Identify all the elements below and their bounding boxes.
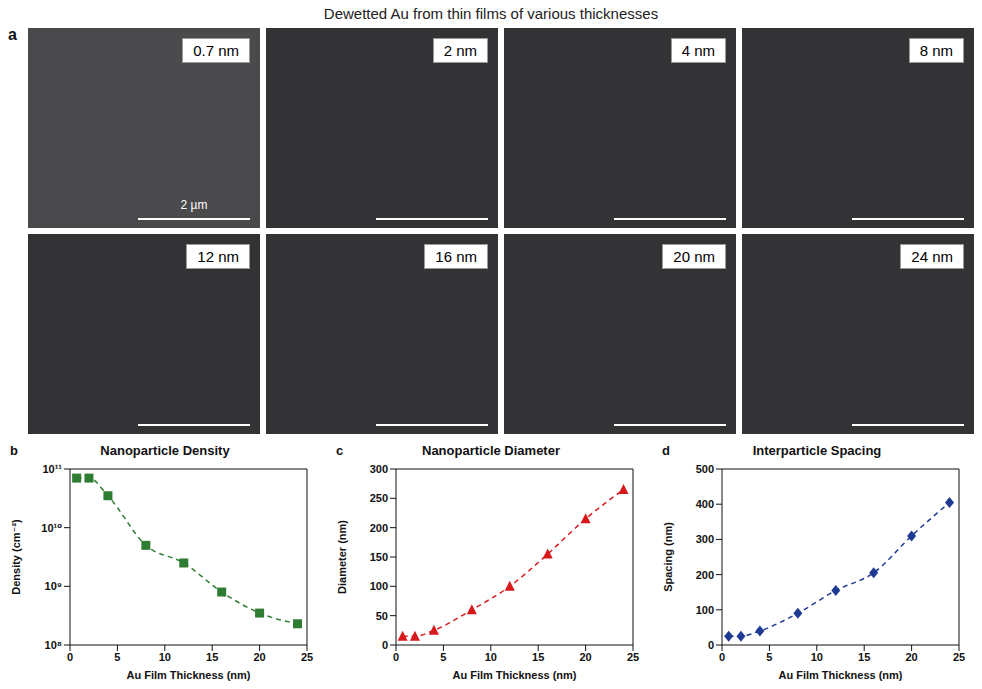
svg-text:5: 5 bbox=[440, 651, 446, 663]
html-text:4 nm: 4 nm bbox=[681, 42, 715, 59]
svg-text:15: 15 bbox=[532, 651, 544, 663]
svg-text:10⁹: 10⁹ bbox=[45, 580, 62, 592]
svg-text:15: 15 bbox=[858, 651, 870, 663]
svg-text:0: 0 bbox=[382, 639, 388, 651]
html-text:12 nm: 12 nm bbox=[197, 248, 239, 265]
svg-text:Au Film Thickness (nm): Au Film Thickness (nm) bbox=[778, 669, 902, 681]
svg-text:15: 15 bbox=[206, 651, 218, 663]
svg-text:200: 200 bbox=[370, 522, 388, 534]
svg-text:5: 5 bbox=[114, 651, 120, 663]
svg-text:20: 20 bbox=[905, 651, 917, 663]
svg-text:5: 5 bbox=[766, 651, 772, 663]
svg-text:20: 20 bbox=[579, 651, 591, 663]
html-text:d: d bbox=[662, 443, 670, 458]
svg-text:25: 25 bbox=[627, 651, 639, 663]
html-text:20 nm: 20 nm bbox=[673, 248, 715, 265]
svg-text:10¹⁰: 10¹⁰ bbox=[41, 522, 62, 534]
html-text:Nanoparticle Diameter: Nanoparticle Diameter bbox=[422, 443, 560, 458]
svg-text:25: 25 bbox=[301, 651, 313, 663]
svg-text:25: 25 bbox=[953, 651, 965, 663]
svg-text:Spacing (nm): Spacing (nm) bbox=[662, 522, 674, 592]
html-text:Interparticle Spacing: Interparticle Spacing bbox=[752, 443, 882, 458]
html-text:Nanoparticle Density: Nanoparticle Density bbox=[100, 443, 230, 458]
svg-text:10¹¹: 10¹¹ bbox=[42, 463, 62, 475]
svg-text:200: 200 bbox=[696, 569, 714, 581]
svg-text:0: 0 bbox=[67, 651, 73, 663]
html-text:b: b bbox=[10, 443, 18, 458]
svg-text:10⁸: 10⁸ bbox=[45, 639, 62, 651]
svg-text:Au Film Thickness (nm): Au Film Thickness (nm) bbox=[452, 669, 576, 681]
svg-text:Au Film Thickness (nm): Au Film Thickness (nm) bbox=[126, 669, 250, 681]
svg-text:Density (cm⁻²): Density (cm⁻²) bbox=[10, 519, 22, 595]
svg-text:300: 300 bbox=[696, 533, 714, 545]
html-text:0.7 nm: 0.7 nm bbox=[193, 42, 239, 59]
svg-text:150: 150 bbox=[370, 551, 388, 563]
svg-text:Diameter (nm): Diameter (nm) bbox=[336, 520, 348, 594]
svg-text:10: 10 bbox=[485, 651, 497, 663]
svg-text:100: 100 bbox=[696, 604, 714, 616]
html-text:2 nm: 2 nm bbox=[443, 42, 477, 59]
svg-text:0: 0 bbox=[393, 651, 399, 663]
html-text:c: c bbox=[336, 443, 344, 458]
svg-text:400: 400 bbox=[696, 498, 714, 510]
svg-text:10: 10 bbox=[159, 651, 171, 663]
svg-text:250: 250 bbox=[370, 492, 388, 504]
svg-text:0: 0 bbox=[708, 639, 714, 651]
svg-text:20: 20 bbox=[253, 651, 265, 663]
html-text:a: a bbox=[8, 26, 17, 43]
svg-text:100: 100 bbox=[370, 580, 388, 592]
html-text:16 nm: 16 nm bbox=[435, 248, 477, 265]
svg-text:50: 50 bbox=[376, 610, 388, 622]
svg-text:500: 500 bbox=[696, 463, 714, 475]
svg-text:0: 0 bbox=[719, 651, 725, 663]
svg-text:10: 10 bbox=[811, 651, 823, 663]
html-text:8 nm: 8 nm bbox=[919, 42, 953, 59]
html-text:24 nm: 24 nm bbox=[911, 248, 953, 265]
html-text:2 µm: 2 µm bbox=[180, 198, 208, 212]
html-text:Dewetted Au from thin films of: Dewetted Au from thin films of various t… bbox=[323, 5, 659, 22]
svg-text:300: 300 bbox=[370, 463, 388, 475]
